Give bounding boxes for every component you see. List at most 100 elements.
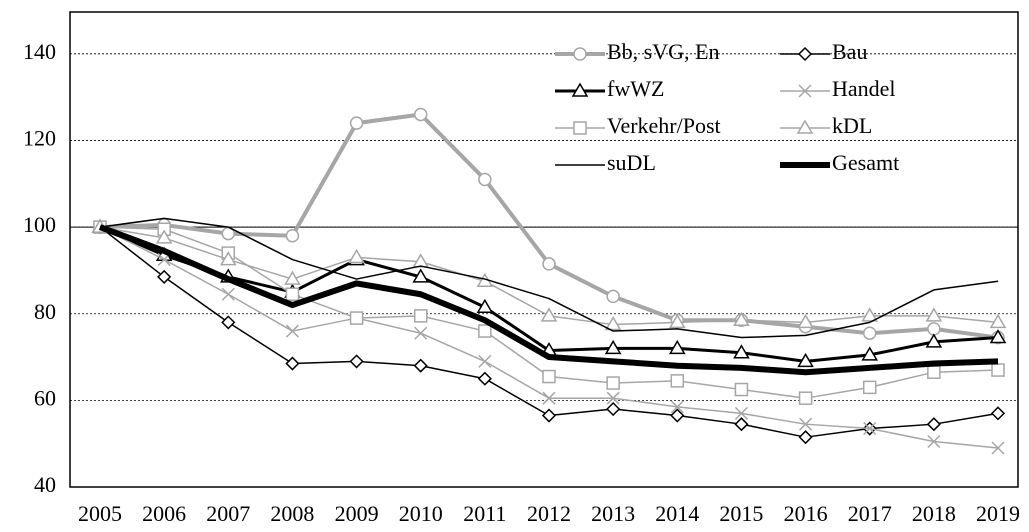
point — [221, 315, 236, 330]
point — [541, 408, 557, 423]
x-tick-label: 2011 — [463, 501, 506, 526]
x-tick-label: 2015 — [719, 501, 763, 526]
point — [670, 400, 684, 414]
point — [862, 326, 877, 340]
point — [734, 417, 749, 432]
point — [670, 408, 685, 423]
point — [542, 257, 556, 271]
point — [285, 356, 300, 371]
point — [540, 307, 558, 322]
x-tick-label: 2005 — [78, 501, 122, 526]
y-tick-label: 60 — [34, 385, 56, 410]
point — [542, 391, 556, 405]
y-tick-label: 100 — [23, 212, 56, 237]
point — [478, 172, 492, 187]
legend-marker — [571, 82, 589, 97]
point — [861, 346, 879, 361]
point — [925, 333, 943, 348]
x-tick-label: 2007 — [206, 501, 250, 526]
point — [927, 434, 941, 449]
point — [668, 339, 686, 355]
point — [413, 107, 428, 122]
point — [606, 376, 620, 390]
y-tick-label: 40 — [34, 472, 56, 497]
legend-marker — [573, 47, 587, 61]
legend-marker — [796, 119, 814, 134]
point — [861, 307, 879, 322]
point — [668, 313, 686, 329]
point — [991, 363, 1005, 377]
point — [349, 116, 364, 130]
point — [412, 268, 430, 283]
point — [221, 287, 235, 301]
legend-label: suDL — [607, 150, 656, 175]
legend-label: kDL — [832, 113, 872, 138]
x-tick-label: 2019 — [976, 501, 1020, 526]
point — [604, 316, 622, 331]
point — [925, 307, 943, 322]
point — [284, 270, 301, 285]
legend-marker — [797, 46, 813, 62]
point — [219, 251, 237, 266]
point — [733, 311, 750, 326]
point — [990, 406, 1006, 421]
point — [413, 358, 428, 373]
legend-label: Verkehr/Post — [607, 113, 721, 138]
point — [604, 339, 622, 355]
x-tick-label: 2018 — [912, 501, 956, 526]
x-tick-label: 2008 — [270, 501, 314, 526]
point — [285, 324, 299, 338]
x-tick-label: 2006 — [142, 501, 186, 526]
x-tick-label: 2013 — [591, 501, 635, 526]
x-tick-label: 2010 — [399, 501, 443, 526]
y-tick-label: 140 — [23, 39, 56, 64]
point — [989, 313, 1007, 329]
x-tick-label: 2009 — [335, 501, 379, 526]
point — [285, 287, 300, 301]
legend-label: Bb, sVG, En — [607, 39, 719, 64]
point — [349, 311, 364, 325]
point — [413, 309, 428, 323]
point — [798, 430, 813, 445]
x-tick-label: 2016 — [784, 501, 828, 526]
point — [927, 365, 941, 379]
point — [477, 371, 492, 386]
point — [542, 369, 556, 384]
point — [606, 289, 620, 304]
point — [797, 352, 814, 368]
point — [862, 380, 877, 395]
legend-marker — [798, 84, 812, 98]
point — [155, 229, 173, 244]
point — [863, 421, 877, 436]
legend-label: Handel — [832, 76, 896, 101]
x-tick-label: 2012 — [527, 501, 571, 526]
point — [157, 269, 172, 284]
point — [989, 329, 1007, 344]
point — [733, 344, 750, 359]
plot-frame — [69, 11, 1019, 488]
legend-label: fwWZ — [607, 76, 664, 101]
point — [478, 324, 492, 338]
legend-label: Gesamt — [832, 150, 899, 175]
legend-marker — [573, 121, 587, 135]
point — [670, 374, 685, 388]
series-line — [98, 224, 999, 376]
point — [285, 229, 300, 243]
point — [414, 326, 428, 340]
point — [349, 354, 364, 369]
y-tick-label: 80 — [34, 299, 56, 324]
x-tick-label: 2017 — [848, 501, 892, 526]
legend-label: Bau — [832, 39, 867, 64]
point — [476, 298, 494, 313]
x-tick-label: 2014 — [655, 501, 699, 526]
point — [798, 391, 813, 405]
point — [348, 248, 365, 264]
point — [926, 417, 941, 432]
point — [478, 354, 492, 368]
point — [734, 406, 748, 420]
point — [799, 417, 813, 431]
point — [606, 391, 620, 405]
point — [734, 382, 749, 397]
